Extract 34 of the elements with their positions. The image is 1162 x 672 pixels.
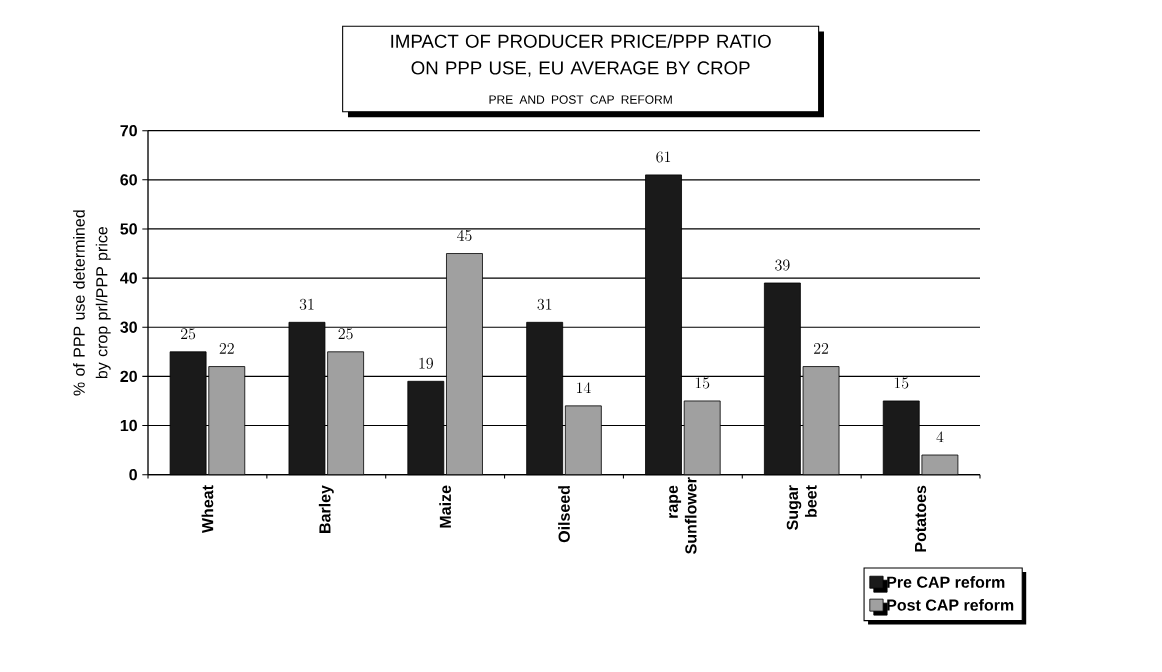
y-tick-label: 0 [129, 469, 137, 481]
x-tick-label: Maize [439, 485, 452, 528]
data-label: 25 [338, 328, 353, 340]
data-label: 19 [419, 357, 433, 369]
data-label: 31 [299, 298, 314, 310]
y-tick-label: 40 [120, 272, 137, 284]
x-tick-label: Sugar beet [786, 485, 817, 530]
data-label: 61 [656, 151, 671, 163]
data-label: 15 [695, 377, 710, 389]
data-label: 4 [936, 431, 944, 443]
x-tick-label: Potatoes [915, 485, 927, 552]
data-label: 15 [894, 377, 909, 389]
y-axis-title: % of PPP use determined by crop prl/PPP price [73, 210, 111, 396]
data-label: 22 [813, 343, 829, 354]
x-tick-label: Wheat [201, 485, 214, 534]
y-tick-label: 20 [120, 370, 137, 383]
chart-subtitle: PRE AND POST CAP REFORM [489, 95, 672, 104]
data-label: 25 [181, 328, 196, 340]
legend-label: Pre CAP reform [887, 576, 1005, 588]
y-tick-label: 60 [120, 174, 137, 186]
data-label: 14 [576, 382, 591, 394]
y-tick-label: 10 [120, 419, 137, 432]
data-label: 22 [219, 343, 234, 354]
y-tick-label: 30 [120, 321, 137, 333]
x-tick-label: Barley [318, 485, 334, 533]
chart-title: IMPACT OF PRODUCER PRICE/PPP RATIO ON PPP USE, EU AVERAGE BY CROP [391, 34, 771, 77]
data-label: 31 [537, 298, 552, 310]
x-tick-label: Oilseed [558, 486, 570, 543]
y-tick-label: 50 [120, 223, 137, 235]
legend-label: Post CAP reform [887, 599, 1014, 611]
x-tick-label: rape Sunflower [669, 477, 697, 554]
y-tick-label: 70 [120, 125, 137, 137]
data-label: 39 [775, 259, 790, 271]
data-label: 45 [457, 229, 472, 242]
